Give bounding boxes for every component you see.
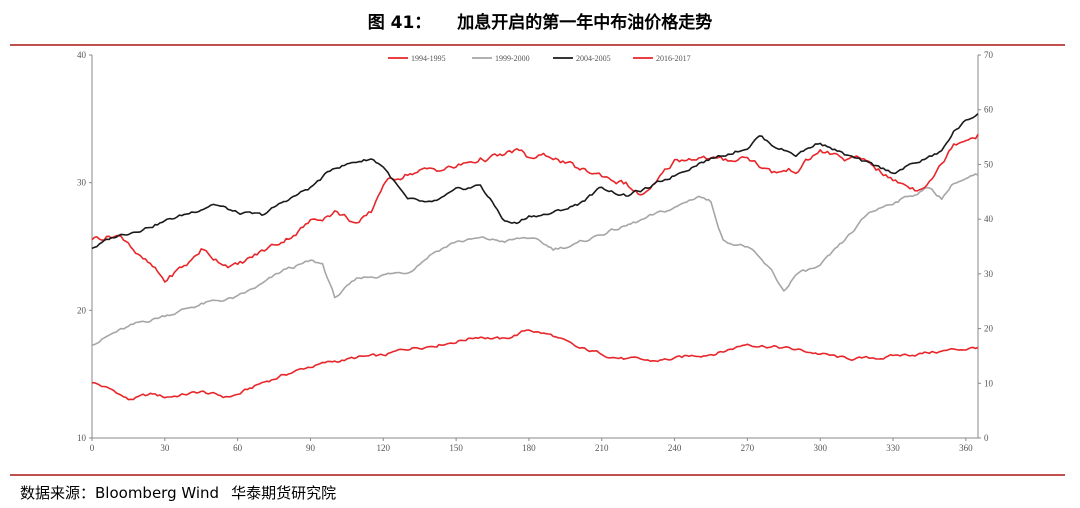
y-right-tick-label: 60 xyxy=(984,105,994,115)
y-left-tick-label: 40 xyxy=(77,50,87,60)
x-tick-label: 180 xyxy=(522,443,536,453)
top-rule xyxy=(10,44,1065,46)
data-source: 数据来源：Bloomberg Wind 华泰期货研究院 xyxy=(20,482,336,503)
x-tick-label: 270 xyxy=(741,443,755,453)
legend-label: 1994-1995 xyxy=(411,54,446,63)
figure-number: 图 41： xyxy=(367,13,432,33)
x-tick-label: 120 xyxy=(377,443,391,453)
y-right-tick-label: 0 xyxy=(984,433,989,443)
legend-label: 2016-2017 xyxy=(656,54,691,63)
y-left-tick-label: 10 xyxy=(77,433,87,443)
x-tick-label: 300 xyxy=(813,443,827,453)
series-line-2004-2005 xyxy=(91,113,979,250)
bottom-rule xyxy=(10,474,1065,476)
series-line-2016-2017 xyxy=(91,133,979,283)
x-tick-label: 240 xyxy=(668,443,682,453)
axis-ticks: 0 30 60 90 120 150 180 210 240 270 300 330 360102030… xyxy=(77,50,994,453)
series-line-1999-2000 xyxy=(91,173,979,346)
series-line-1994-1995 xyxy=(91,329,979,401)
x-tick-label: 60 xyxy=(233,443,243,453)
x-tick-label: 330 xyxy=(886,443,900,453)
y-right-tick-label: 50 xyxy=(984,159,994,169)
x-tick-label: 150 xyxy=(449,443,463,453)
x-tick-label: 210 xyxy=(595,443,609,453)
y-right-tick-label: 70 xyxy=(984,50,994,60)
x-tick-label: 360 xyxy=(959,443,973,453)
brent-price-chart: 0 30 60 90 120 150 180 210 240 270 300 330 360102030… xyxy=(77,50,994,453)
chart-legend: 1994-1995 1999-2000 2004-2005 2016-2017 xyxy=(388,54,691,63)
y-right-tick-label: 20 xyxy=(984,324,994,334)
series-lines xyxy=(91,113,979,401)
x-tick-label: 0 xyxy=(90,443,95,453)
y-right-tick-label: 40 xyxy=(984,214,994,224)
y-right-tick-label: 10 xyxy=(984,378,994,388)
legend-label: 2004-2005 xyxy=(576,54,611,63)
x-tick-label: 30 xyxy=(160,443,170,453)
figure-title: 图 41： 加息开启的第一年中布油价格走势 xyxy=(0,8,1080,33)
y-right-tick-label: 30 xyxy=(984,269,994,279)
source-org: 华泰期货研究院 xyxy=(231,484,337,502)
legend-label: 1999-2000 xyxy=(495,54,530,63)
y-left-tick-label: 30 xyxy=(77,178,87,188)
x-tick-label: 90 xyxy=(306,443,316,453)
figure-title-text: 加息开启的第一年中布油价格走势 xyxy=(457,13,713,33)
y-left-tick-label: 20 xyxy=(77,305,87,315)
source-label: 数据来源：Bloomberg Wind xyxy=(20,484,220,502)
plot-frame xyxy=(91,55,979,439)
